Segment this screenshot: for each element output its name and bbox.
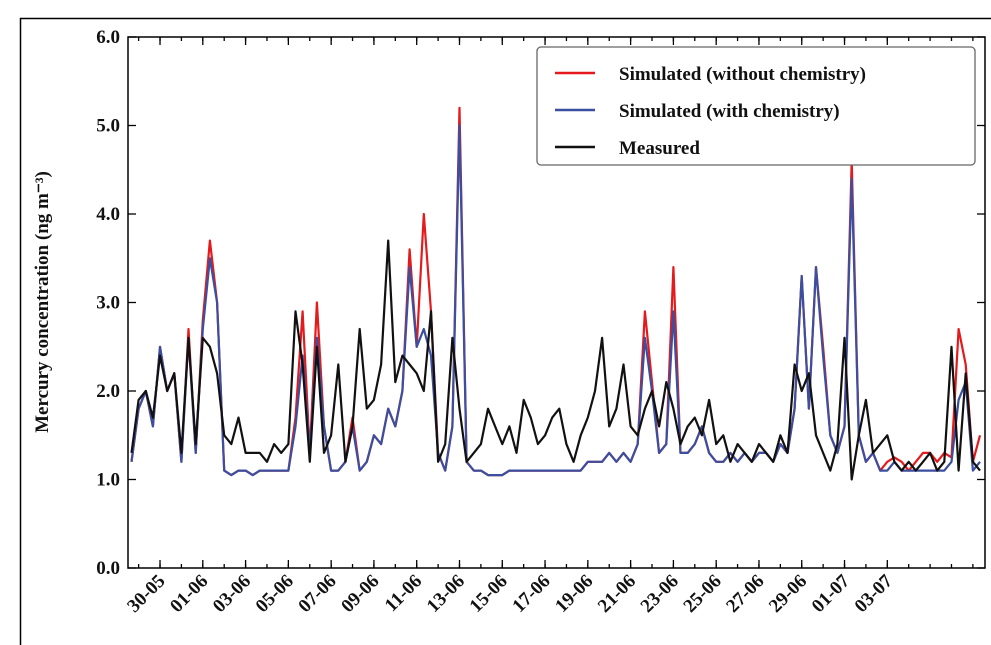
y-tick-label: 2.0 — [96, 381, 120, 402]
y-axis-label: Mercury concentration (ng m⁻³) — [32, 171, 53, 433]
x-tick-label: 25-06 — [680, 571, 726, 617]
x-tick-label: 01-06 — [166, 571, 212, 617]
x-tick-label: 29-06 — [765, 571, 811, 617]
figure-border — [19, 17, 991, 645]
x-tick-label: 19-06 — [551, 571, 597, 617]
legend-label: Simulated (with chemistry) — [619, 101, 840, 122]
data-line — [130, 124, 981, 477]
x-tick-label: 11-06 — [381, 571, 426, 616]
y-tick-label: 6.0 — [96, 27, 120, 48]
y-tick-label: 0.0 — [96, 558, 120, 579]
x-tick-label: 13-06 — [423, 571, 469, 617]
y-tick-label: 1.0 — [96, 470, 120, 491]
x-tick-label: 09-06 — [337, 571, 383, 617]
x-tick-label: 17-06 — [508, 571, 554, 617]
x-tick-label: 03-07 — [851, 570, 898, 617]
x-tick-label: 01-07 — [808, 570, 855, 617]
x-tick-label: 30-05 — [123, 571, 169, 617]
data-line — [130, 239, 981, 481]
y-tick-label: 4.0 — [96, 204, 120, 225]
legend-label: Simulated (without chemistry) — [619, 64, 866, 85]
x-tick-label: 05-06 — [252, 571, 298, 617]
x-tick-label: 15-06 — [466, 571, 512, 617]
x-tick-label: 03-06 — [209, 571, 255, 617]
x-tick-label: 21-06 — [594, 571, 640, 617]
y-tick-label: 3.0 — [96, 293, 120, 314]
x-tick-label: 23-06 — [637, 571, 683, 617]
y-tick-label: 5.0 — [96, 116, 120, 137]
legend-label: Measured — [619, 138, 700, 159]
legend-box — [536, 46, 976, 166]
x-tick-label: 07-06 — [294, 571, 340, 617]
x-tick-label: 27-06 — [722, 571, 768, 617]
